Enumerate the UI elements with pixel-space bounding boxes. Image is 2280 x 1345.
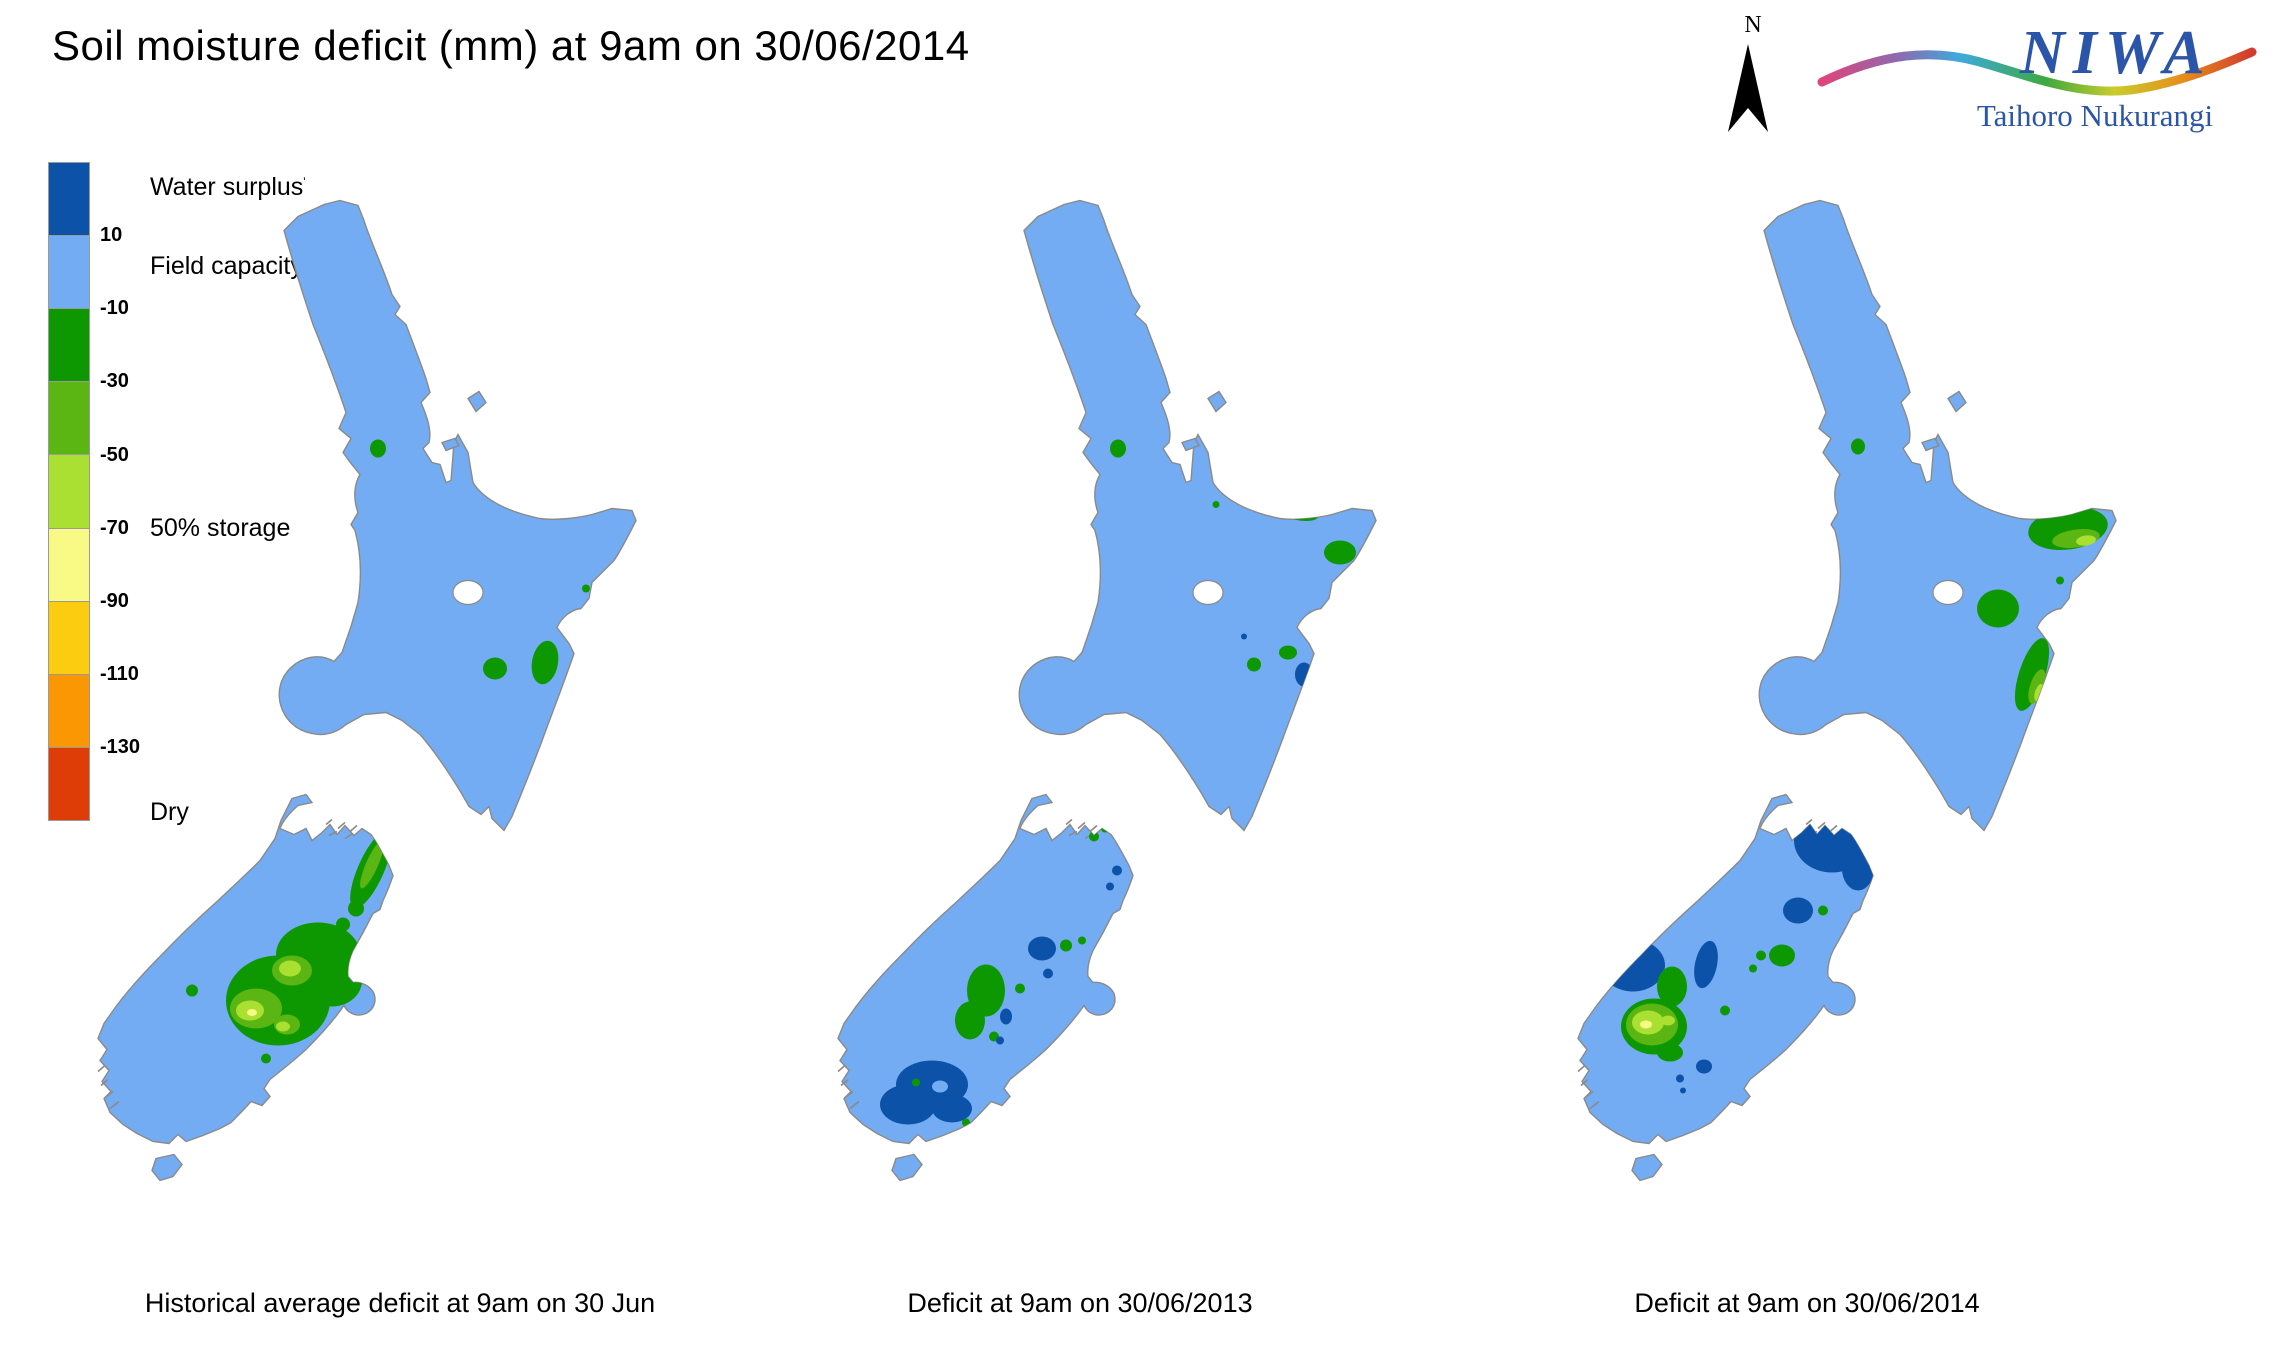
niwa-logo: NIWA Taihoro Nukurangi [1810, 10, 2260, 140]
legend-seg-deficit-70 [49, 455, 89, 529]
niwa-swoosh-icon [1817, 47, 2257, 96]
north-arrow: N [1718, 12, 1788, 137]
map-deficit-2013 [780, 110, 1520, 1280]
page-title: Soil moisture deficit (mm) at 9am on 30/… [52, 22, 970, 69]
legend-seg-dry [49, 747, 89, 820]
legend-label-dry: Dry [150, 798, 189, 826]
caption-deficit-2014: Deficit at 9am on 30/06/2014 [1634, 1288, 1980, 1318]
north-label: N [1744, 12, 1762, 38]
legend-note-mark: ʹ [303, 174, 306, 189]
legend-tick: -50 [100, 444, 129, 466]
legend-tick: -130 [100, 736, 141, 758]
legend-seg-deficit-30 [49, 309, 89, 383]
caption-deficit-2013: Deficit at 9am on 30/06/2013 [907, 1288, 1253, 1318]
map-deficit-2014 [1520, 110, 2260, 1280]
legend-label-field-capacity: Field capacity [150, 252, 303, 280]
north-arrow-icon [1728, 44, 1768, 132]
legend-tick: -10 [100, 297, 129, 319]
legend-seg-field-capacity [49, 236, 89, 310]
legend-tick: -70 [100, 517, 129, 539]
map-historical-average [40, 110, 780, 1280]
logo-wordmark: NIWA [2020, 19, 2213, 87]
map-historical-average-patches [186, 439, 590, 1064]
legend-tick: -110 [100, 663, 139, 685]
legend-seg-water-surplus [49, 163, 89, 237]
legend-label-text: Water surplus [150, 173, 304, 201]
legend-color-bar [48, 162, 90, 821]
legend-tick: -90 [100, 590, 129, 612]
legend-seg-deficit-50 [49, 382, 89, 456]
logo-subtitle: Taihoro Nukurangi [1976, 98, 2214, 133]
legend-tick: -30 [100, 370, 129, 392]
legend-label-50-storage: 50% storage [150, 514, 291, 542]
legend-seg-deficit-130 [49, 674, 89, 748]
legend-tick: 10 [100, 224, 123, 246]
caption-historical-average: Historical average deficit at 9am on 30 … [144, 1288, 656, 1318]
legend-seg-deficit-110 [49, 601, 89, 675]
legend-label-water-surplus: Water surplusʹ [150, 173, 306, 202]
legend-seg-deficit-90 [49, 528, 89, 602]
